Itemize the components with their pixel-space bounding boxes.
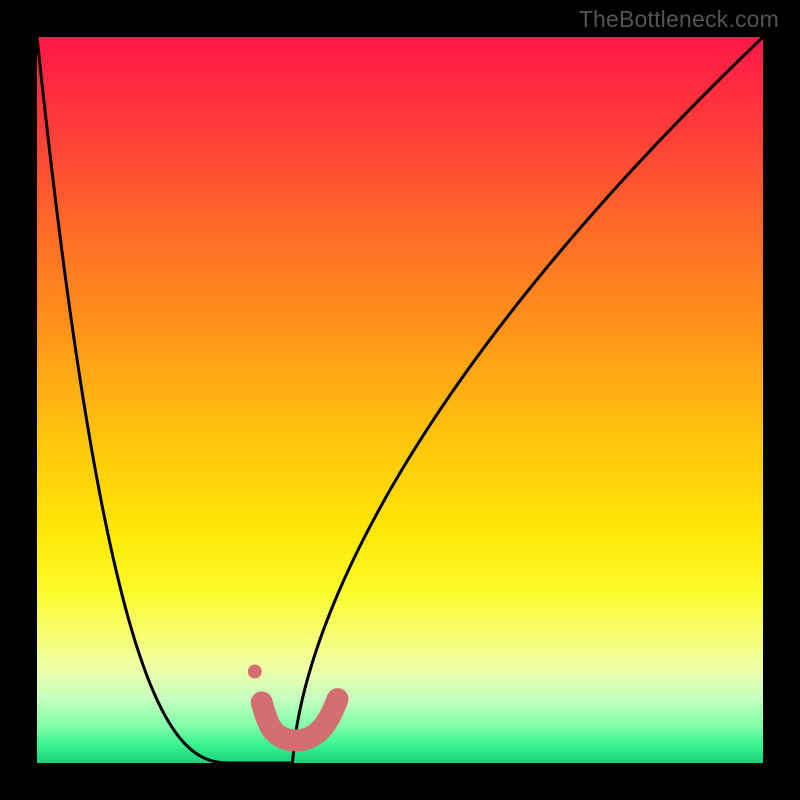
chart-container: TheBottleneck.com: [0, 0, 800, 800]
watermark-label: TheBottleneck.com: [579, 6, 779, 33]
marker-dot: [248, 665, 262, 679]
bottleneck-chart-svg: [0, 0, 800, 800]
